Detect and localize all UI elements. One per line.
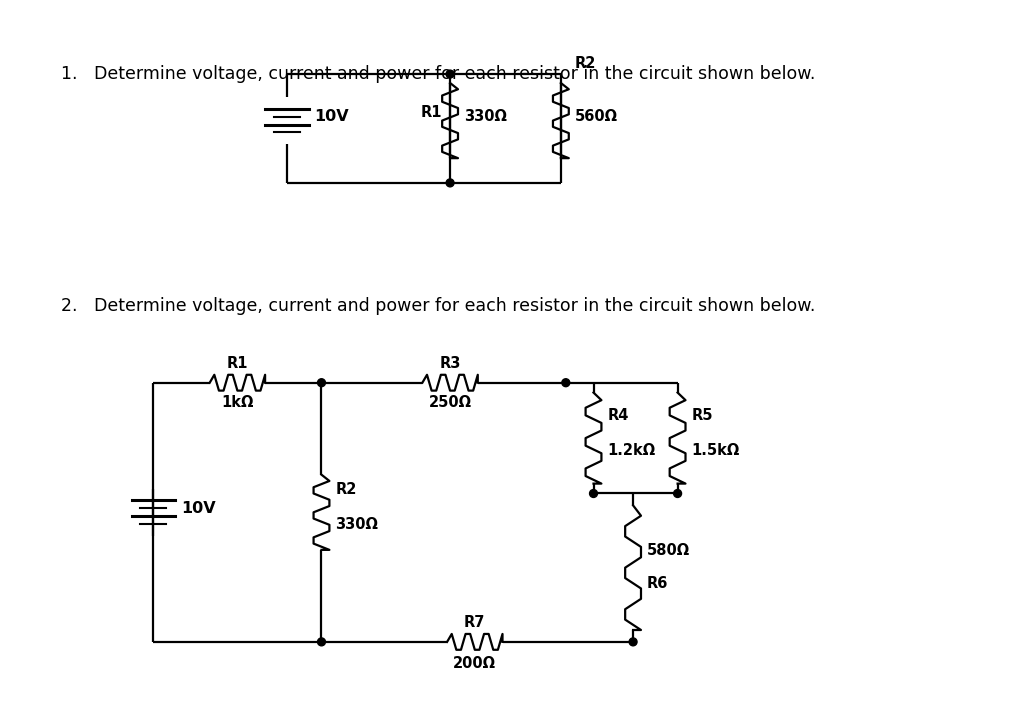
Circle shape	[629, 638, 637, 646]
Text: 330Ω: 330Ω	[335, 517, 378, 533]
Text: R5: R5	[691, 408, 713, 423]
Circle shape	[562, 379, 569, 387]
Text: 10V: 10V	[314, 109, 349, 124]
Text: 1.   Determine voltage, current and power for each resistor in the circuit shown: 1. Determine voltage, current and power …	[61, 65, 816, 83]
Text: 200Ω: 200Ω	[454, 656, 497, 670]
Text: R1: R1	[421, 105, 442, 120]
Text: 330Ω: 330Ω	[464, 109, 507, 124]
Text: 1.2kΩ: 1.2kΩ	[607, 443, 655, 458]
Text: 580Ω: 580Ω	[647, 542, 690, 558]
Text: 1kΩ: 1kΩ	[221, 395, 254, 410]
Text: R1: R1	[226, 356, 248, 371]
Circle shape	[674, 490, 682, 498]
Text: R3: R3	[439, 356, 461, 371]
Circle shape	[446, 70, 454, 78]
Text: 560Ω: 560Ω	[574, 109, 617, 124]
Text: R4: R4	[607, 408, 629, 423]
Text: R7: R7	[464, 615, 485, 630]
Text: R2: R2	[574, 56, 596, 71]
Text: 1.5kΩ: 1.5kΩ	[691, 443, 739, 458]
Text: 250Ω: 250Ω	[429, 395, 472, 410]
Text: R2: R2	[335, 483, 356, 498]
Text: R6: R6	[647, 576, 669, 591]
Circle shape	[446, 179, 454, 187]
Circle shape	[317, 379, 326, 387]
Circle shape	[590, 490, 597, 498]
Circle shape	[317, 638, 326, 646]
Text: 10V: 10V	[181, 501, 216, 515]
Text: 2.   Determine voltage, current and power for each resistor in the circuit shown: 2. Determine voltage, current and power …	[61, 296, 816, 315]
